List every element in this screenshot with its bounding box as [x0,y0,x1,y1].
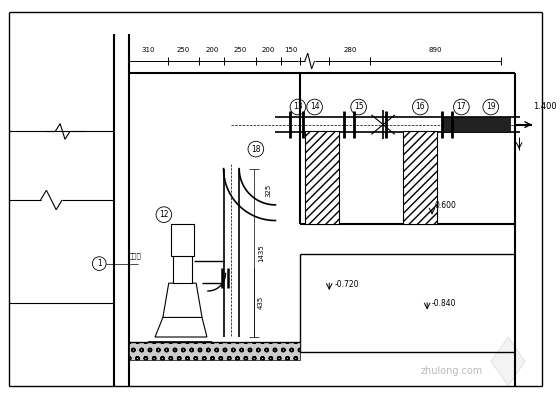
Bar [129,342,300,359]
Text: 1: 1 [97,259,101,268]
Text: 890: 890 [428,47,442,53]
Text: 17: 17 [456,103,466,111]
Text: 280: 280 [343,47,357,53]
Text: 19: 19 [486,103,496,111]
Text: 325: 325 [265,183,272,197]
Bar [172,254,192,283]
Text: 1.400: 1.400 [533,102,557,111]
Text: 13: 13 [293,103,303,111]
Polygon shape [155,318,207,337]
Text: 200: 200 [205,47,218,53]
Text: zhulong.com: zhulong.com [421,366,483,376]
Text: -0.840: -0.840 [432,299,456,308]
Bar [403,131,437,224]
Bar [305,131,339,224]
Bar [171,224,194,256]
Text: 污水泵: 污水泵 [129,252,141,259]
Text: 250: 250 [177,47,190,53]
Text: 15: 15 [354,103,363,111]
Text: -0.720: -0.720 [334,280,358,289]
Text: 0.600: 0.600 [435,201,457,210]
Text: 250: 250 [234,47,247,53]
Polygon shape [163,283,202,318]
Text: 200: 200 [262,47,275,53]
Text: 14: 14 [310,103,319,111]
Polygon shape [491,337,525,386]
Text: 1435: 1435 [258,244,264,262]
Text: 16: 16 [416,103,425,111]
Text: 435: 435 [258,296,264,309]
Text: 310: 310 [141,47,155,53]
Bar [442,117,510,133]
Text: 12: 12 [159,210,169,219]
Text: 150: 150 [284,47,297,53]
Text: 18: 18 [251,144,260,154]
